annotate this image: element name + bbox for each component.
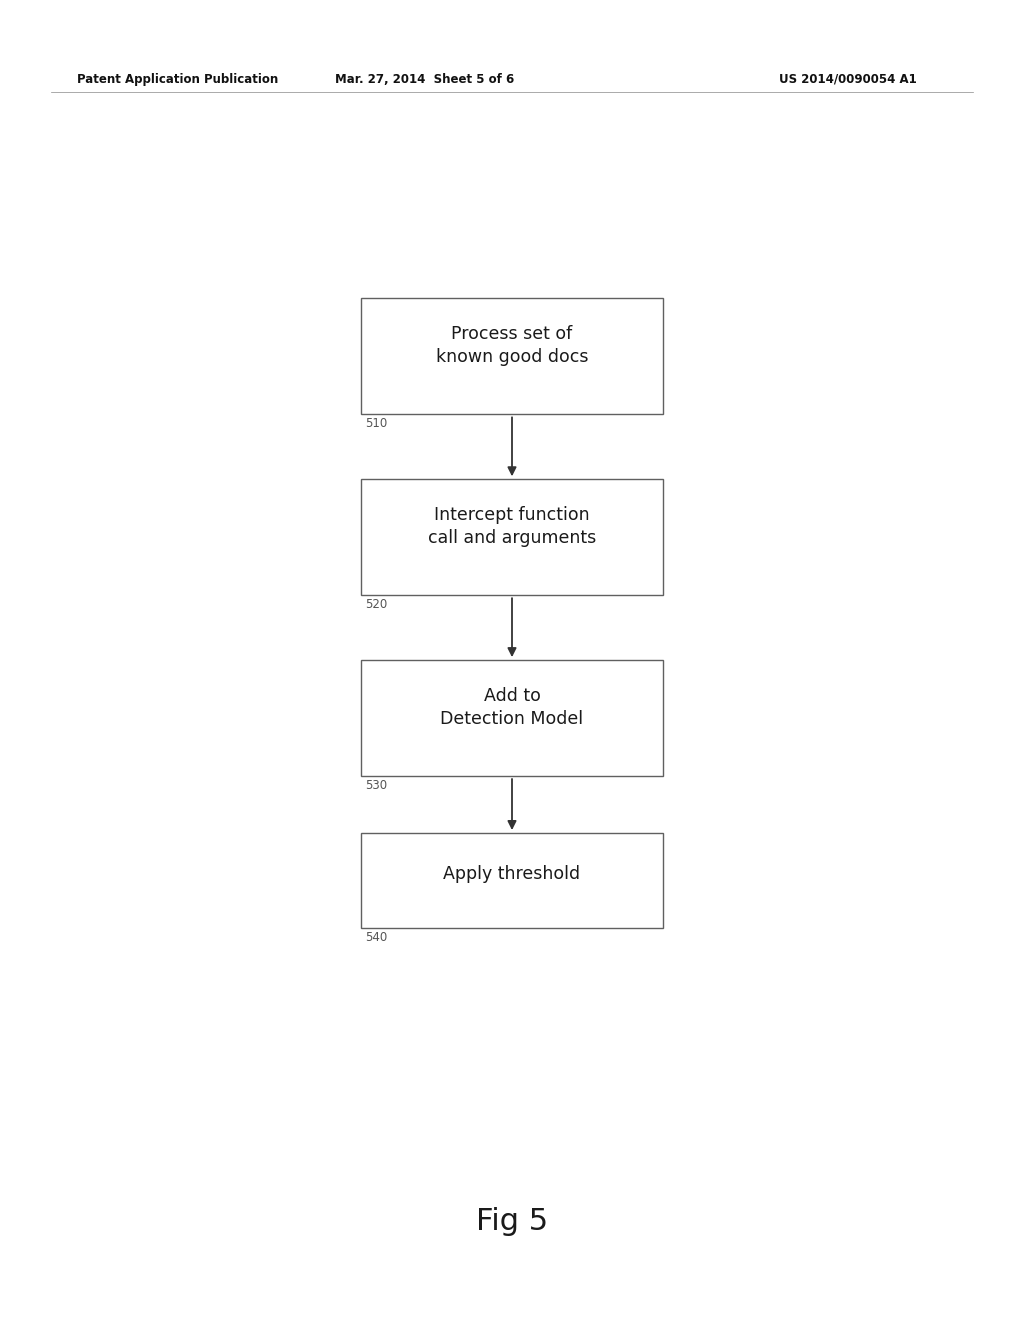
Text: 530: 530	[366, 779, 387, 792]
Text: Process set of
known good docs: Process set of known good docs	[436, 326, 588, 366]
Text: Mar. 27, 2014  Sheet 5 of 6: Mar. 27, 2014 Sheet 5 of 6	[335, 73, 515, 86]
FancyBboxPatch shape	[361, 660, 664, 776]
Text: Patent Application Publication: Patent Application Publication	[77, 73, 279, 86]
FancyBboxPatch shape	[361, 479, 664, 595]
Text: Fig 5: Fig 5	[476, 1206, 548, 1236]
Text: 510: 510	[366, 417, 387, 430]
Text: Apply threshold: Apply threshold	[443, 865, 581, 883]
FancyBboxPatch shape	[361, 833, 664, 928]
Text: 520: 520	[366, 598, 387, 611]
FancyBboxPatch shape	[361, 298, 664, 414]
Text: Intercept function
call and arguments: Intercept function call and arguments	[428, 507, 596, 546]
Text: US 2014/0090054 A1: US 2014/0090054 A1	[778, 73, 916, 86]
Text: Add to
Detection Model: Add to Detection Model	[440, 688, 584, 727]
Text: 540: 540	[366, 931, 387, 944]
